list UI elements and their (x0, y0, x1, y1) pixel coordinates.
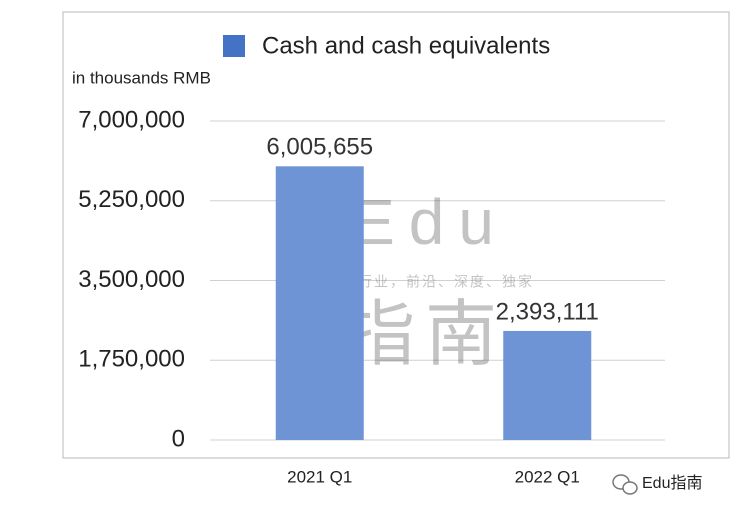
legend-label: Cash and cash equivalents (262, 32, 550, 59)
watermark-brand: Edu (352, 186, 508, 258)
y-tick-label: 7,000,000 (78, 106, 185, 133)
chart-frame (62, 11, 730, 459)
value-label: 2,393,111 (496, 298, 599, 325)
x-tick-label: 2022 Q1 (515, 467, 580, 486)
watermark-tagline: 教育行业，前沿、深度、独家 (326, 274, 534, 290)
y-tick-label: 3,500,000 (78, 266, 185, 293)
y-tick-label: 5,250,000 (78, 186, 185, 213)
bar (503, 330, 592, 440)
watermark-name: 指南 (343, 295, 507, 375)
value-label: 6,005,655 (266, 134, 373, 161)
legend-swatch (223, 35, 245, 57)
bar (275, 166, 364, 440)
x-tick-label: 2021 Q1 (287, 467, 352, 486)
y-tick-label: 0 (172, 425, 185, 452)
watermark: Edu 教育行业，前沿、深度、独家 指南 (326, 186, 534, 375)
footer-icon (612, 474, 638, 495)
unit-label: in thousands RMB (72, 68, 211, 87)
y-tick-label: 1,750,000 (78, 346, 185, 373)
footer-account: Edu指南 (642, 474, 702, 492)
